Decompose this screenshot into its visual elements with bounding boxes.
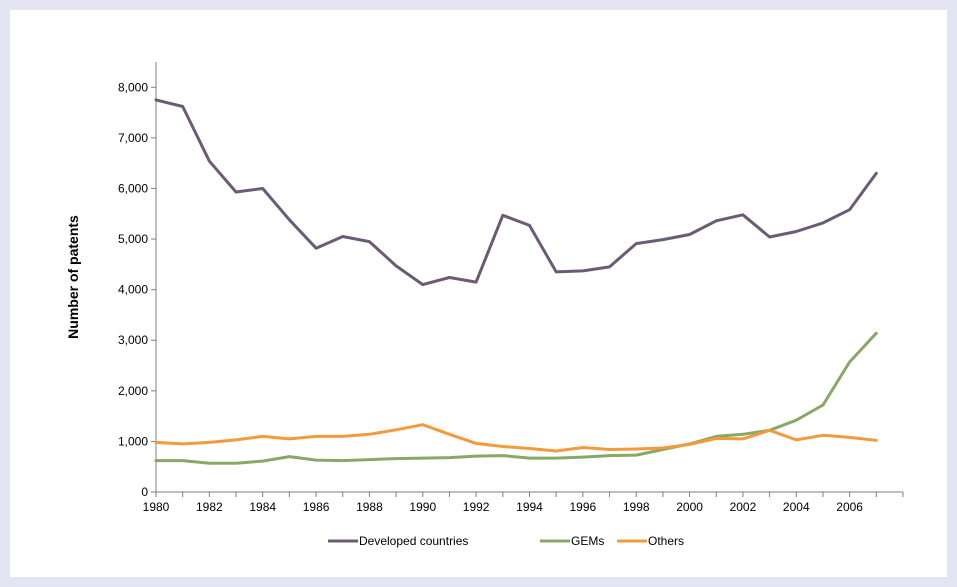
x-tick-label: 1996	[570, 500, 597, 514]
y-tick-label: 3,000	[118, 333, 148, 347]
x-tick-label: 1980	[143, 500, 170, 514]
x-tick-label: 1994	[516, 500, 543, 514]
x-tick-label: 1986	[303, 500, 330, 514]
y-tick-label: 1,000	[118, 434, 148, 448]
y-tick-label: 2,000	[118, 384, 148, 398]
x-tick-label: 1992	[463, 500, 490, 514]
y-tick-label: 6,000	[118, 181, 148, 195]
series-line-developed-countries	[154, 98, 878, 287]
x-tick-label: 1990	[409, 500, 436, 514]
x-tick-label: 1984	[249, 500, 276, 514]
x-tick-label: 1982	[196, 500, 223, 514]
x-tick-label: 2006	[836, 500, 863, 514]
x-axis-ticks: 1980 1982 1984 1986 1988 1990 1992 1994 1996 1998…	[143, 492, 904, 514]
series-line-gems	[154, 331, 878, 465]
y-tick-label: 5,000	[118, 232, 148, 246]
y-tick-label: 4,000	[118, 283, 148, 297]
axes	[155, 62, 903, 493]
series-line-others	[154, 423, 878, 453]
chart-panel: 0 1,000 2,000 3,000 4,000 5,000 6,000 7,000 8,00…	[10, 10, 947, 577]
y-axis-label: Number of patents	[65, 215, 81, 339]
y-tick-label: 8,000	[118, 80, 148, 94]
line-chart: 0 1,000 2,000 3,000 4,000 5,000 6,000 7,000 8,00…	[65, 62, 904, 548]
x-tick-label: 2002	[730, 500, 757, 514]
legend-label: Others	[648, 534, 684, 548]
x-tick-label: 2004	[783, 500, 810, 514]
x-tick-label: 2000	[676, 500, 703, 514]
legend-label: GEMs	[571, 534, 604, 548]
y-tick-label: 0	[141, 485, 148, 499]
x-tick-label: 1998	[623, 500, 650, 514]
y-tick-label: 7,000	[118, 131, 148, 145]
x-tick-label: 1988	[356, 500, 383, 514]
y-axis-ticks: 0 1,000 2,000 3,000 4,000 5,000 6,000 7,000 8,00…	[118, 80, 156, 499]
legend: Developed countries GEMs Others	[328, 534, 684, 548]
legend-label: Developed countries	[359, 534, 468, 548]
series-lines	[154, 98, 878, 465]
